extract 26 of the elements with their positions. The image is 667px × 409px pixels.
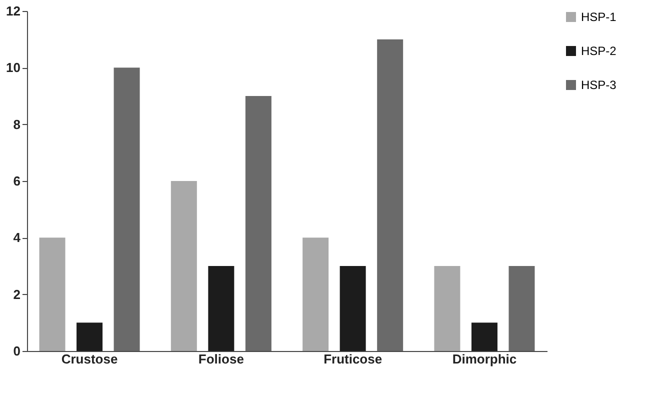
y-tick-label: 4	[13, 230, 22, 246]
x-tick-label: Fruticose	[324, 352, 382, 366]
x-tick-label: Foliose	[198, 352, 244, 366]
x-tick-label: Crustose	[61, 352, 118, 366]
bar	[76, 322, 103, 351]
y-tick-label: 2	[13, 286, 20, 302]
bar	[208, 266, 234, 351]
y-tick-label: 6	[13, 174, 20, 188]
y-tick-label: 8	[13, 116, 20, 132]
bar	[245, 96, 272, 351]
bar	[114, 68, 140, 351]
legend-label: HSP-1	[581, 10, 617, 24]
bar	[302, 238, 329, 351]
bar	[170, 181, 197, 351]
bar	[340, 266, 366, 351]
y-tick-label: 12	[6, 4, 20, 18]
legend-label: HSP-3	[581, 78, 617, 92]
bar	[377, 39, 404, 351]
legend-label: HSP-2	[581, 44, 617, 58]
y-tick-label: 10	[6, 60, 20, 76]
bar	[508, 266, 535, 351]
bar	[434, 266, 460, 351]
bar	[39, 238, 66, 351]
y-tick-label: 0	[13, 344, 20, 358]
x-tick-label: Dimorphic	[452, 352, 517, 366]
bar	[471, 322, 498, 351]
